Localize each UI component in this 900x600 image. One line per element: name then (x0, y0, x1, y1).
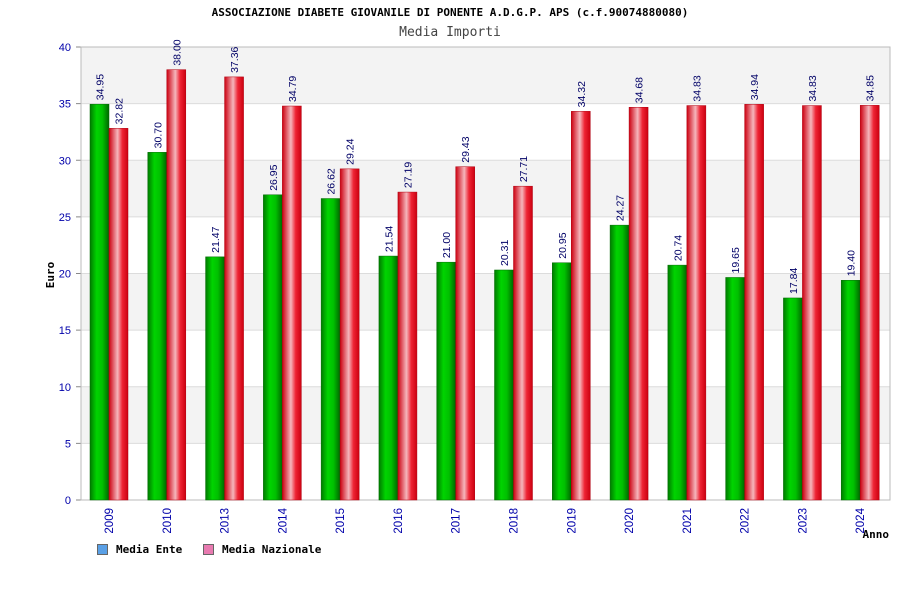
data-label: 29.24 (345, 138, 357, 164)
x-tick-label: 2020 (624, 508, 636, 534)
x-tick-label: 2018 (509, 508, 521, 534)
bar-nazionale (802, 105, 822, 501)
data-label: 34.83 (807, 75, 819, 101)
legend-item-nazionale: Media Nazionale (203, 543, 321, 556)
data-label: 26.62 (326, 168, 338, 194)
bar-nazionale (108, 128, 129, 501)
bar-nazionale (455, 166, 475, 501)
data-label: 32.82 (114, 98, 126, 124)
y-tick-label: 15 (59, 325, 71, 337)
y-tick-label: 5 (65, 438, 71, 450)
bar-ente (147, 152, 168, 501)
y-tick-label: 25 (59, 212, 71, 224)
y-tick-label: 0 (65, 495, 71, 507)
bar-ente (205, 256, 225, 501)
plot-area (80, 46, 891, 501)
bar-nazionale (166, 69, 187, 501)
x-tick-label: 2023 (797, 508, 809, 534)
bar-nazionale (571, 111, 591, 501)
x-tick-label: 2013 (220, 508, 232, 534)
plot-band (81, 330, 890, 387)
x-axis-label: Anno (863, 528, 890, 541)
bar-ente (609, 224, 630, 501)
legend-swatch-ente (97, 544, 108, 555)
plot-band (81, 216, 890, 274)
bar-ente (89, 103, 110, 501)
bar-ente (378, 255, 399, 501)
y-tick-label: 35 (59, 99, 71, 111)
y-tick-label: 10 (59, 382, 71, 394)
bar-nazionale (224, 76, 244, 501)
bar-ente (494, 269, 514, 501)
data-label: 34.32 (576, 81, 588, 107)
data-label: 34.94 (749, 74, 761, 100)
data-label: 37.36 (229, 46, 241, 72)
data-label: 17.84 (788, 268, 800, 294)
bar-nazionale (397, 191, 418, 501)
data-label: 34.85 (865, 75, 877, 101)
y-tick-label: 30 (59, 155, 71, 167)
data-label: 20.95 (557, 232, 569, 258)
bar-ente (552, 262, 572, 501)
bar-nazionale (744, 104, 764, 501)
x-tick-label: 2024 (855, 507, 867, 533)
bar-ente (840, 280, 861, 501)
x-tick-label: 2017 (451, 508, 463, 534)
data-label: 34.83 (691, 75, 703, 101)
data-label: 21.47 (210, 226, 222, 252)
data-label: 20.74 (672, 235, 684, 261)
data-label: 27.71 (518, 156, 530, 182)
x-tick-label: 2015 (335, 508, 347, 534)
x-tick-label: 2022 (740, 508, 752, 534)
legend-label-ente: Media Ente (116, 543, 183, 556)
x-tick-label: 2009 (104, 508, 116, 534)
x-tick-label: 2019 (566, 508, 578, 534)
data-label: 34.95 (95, 74, 107, 100)
bar-nazionale (686, 105, 707, 501)
y-axis-label: Euro (44, 261, 57, 288)
bar-ente (725, 277, 745, 501)
data-label: 30.70 (152, 122, 164, 148)
data-label: 19.65 (730, 247, 742, 273)
data-label: 26.95 (268, 164, 280, 190)
bar-nazionale (282, 105, 302, 501)
plot-band (81, 160, 890, 217)
bar-nazionale (339, 168, 360, 501)
data-label: 24.27 (615, 195, 627, 221)
data-label: 27.19 (402, 162, 414, 188)
data-label: 20.31 (499, 240, 511, 266)
plot-band (81, 47, 890, 104)
data-label: 21.54 (383, 226, 395, 252)
bar-ente (320, 198, 341, 501)
bar-ente (263, 194, 283, 501)
bar-nazionale (628, 106, 649, 501)
bar-ente (783, 297, 803, 501)
y-tick-label: 40 (59, 42, 71, 54)
x-tick-label: 2016 (393, 508, 405, 534)
data-label: 34.68 (634, 77, 646, 103)
chart-title: ASSOCIAZIONE DIABETE GIOVANILE DI PONENT… (211, 6, 689, 19)
data-label: 21.00 (441, 232, 453, 258)
plot-band (81, 103, 890, 161)
data-label: 19.40 (846, 250, 858, 276)
data-label: 38.00 (171, 39, 183, 65)
x-tick-label: 2014 (277, 507, 289, 533)
x-tick-label: 2021 (682, 508, 694, 534)
data-label: 34.79 (287, 76, 299, 102)
y-tick-label: 20 (59, 269, 71, 281)
data-label: 29.43 (460, 136, 472, 162)
chart-subtitle: Media Importi (399, 25, 501, 40)
bar-ente (667, 264, 688, 501)
legend-item-ente: Media Ente (97, 543, 182, 556)
bar-nazionale (859, 105, 880, 501)
bar-nazionale (513, 185, 533, 501)
plot-band (81, 386, 890, 444)
x-tick-label: 2010 (162, 508, 174, 534)
plot-band (81, 273, 890, 331)
bar-ente (436, 261, 456, 501)
plot-band (81, 443, 890, 500)
legend-swatch-nazionale (203, 544, 214, 555)
legend-label-nazionale: Media Nazionale (222, 543, 322, 556)
